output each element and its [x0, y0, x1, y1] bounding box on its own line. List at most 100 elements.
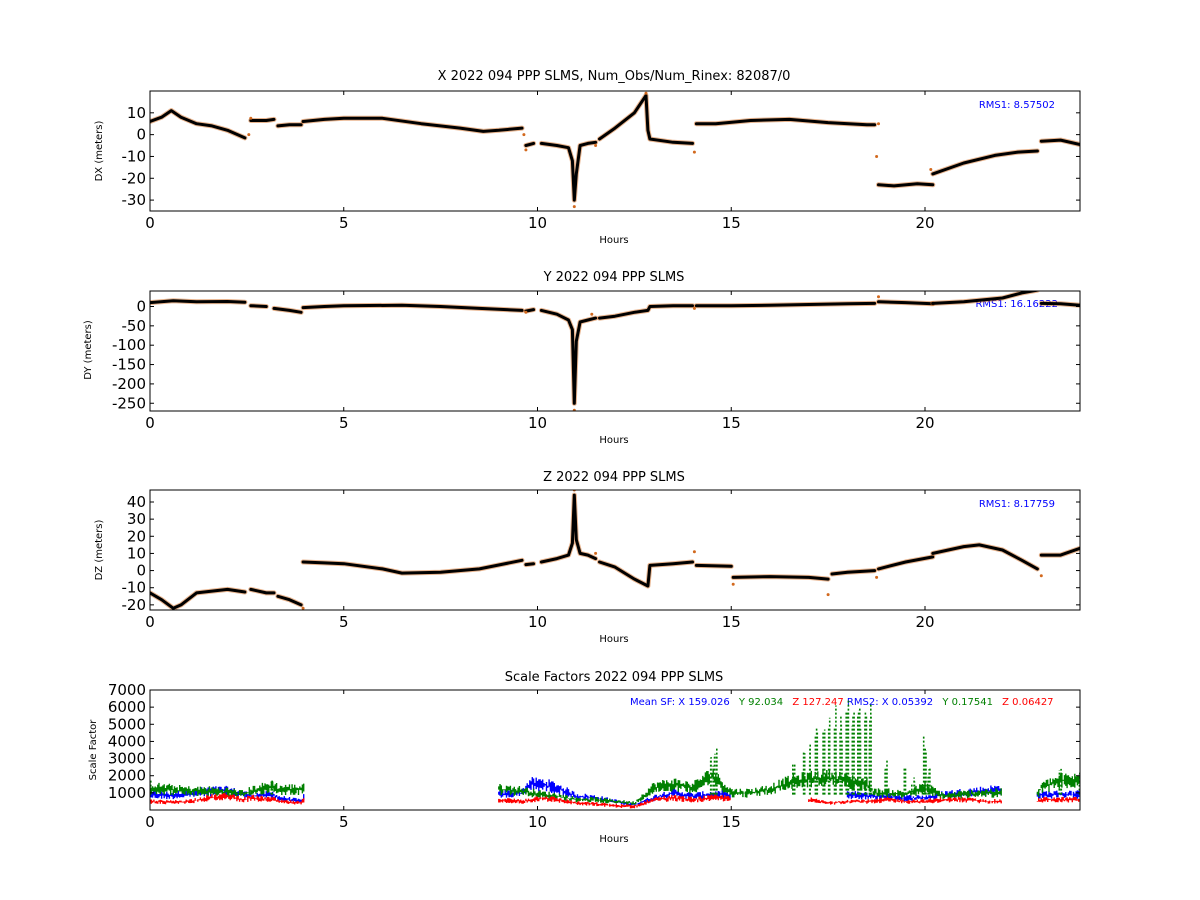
- dz-outlier-point: [731, 582, 735, 586]
- dz-series-segment: [249, 587, 276, 595]
- dy-series-segment: [1039, 301, 1080, 307]
- dy-axes-frame: [149, 290, 1081, 412]
- dz-ytick-label: -20: [122, 596, 147, 614]
- dz-outlier-point: [594, 551, 598, 555]
- dy-xtick-label: 10: [528, 414, 547, 432]
- dz-axes-frame: [149, 489, 1081, 611]
- sf-rms2-y: Y 0.17541: [941, 697, 993, 708]
- dz-series-segment: [931, 543, 1039, 571]
- dy-outlier-point: [524, 310, 528, 314]
- dz-xtick-label: 0: [145, 613, 155, 631]
- dz-xtick-label: 5: [339, 613, 349, 631]
- dx-series-segment: [524, 141, 536, 147]
- sf-series-z-band: [150, 793, 1080, 809]
- sf-xtick-label: 0: [145, 813, 155, 831]
- dx-series-segment: [598, 93, 694, 145]
- dz-ytick-label: 30: [127, 510, 146, 528]
- sf-mean-z: Z 127.247: [792, 697, 843, 708]
- dy-xtick-label: 5: [339, 414, 349, 432]
- subplot-dx-title: X 2022 094 PPP SLMS, Num_Obs/Num_Rinex: …: [438, 69, 791, 84]
- dx-outlier-point: [875, 155, 879, 158]
- dx-data-layer: [150, 91, 1080, 209]
- dx-outlier-point: [877, 122, 880, 126]
- dz-series-segment: [276, 594, 303, 607]
- dx-outlier-point: [247, 133, 251, 137]
- dx-series-segment: [877, 182, 935, 188]
- dy-series-segment: [694, 301, 877, 308]
- dx-series-segment: [301, 116, 524, 133]
- dz-ytick-label: 20: [127, 527, 146, 545]
- dz-outlier-point: [301, 606, 305, 610]
- sf-ytick-label: 2000: [108, 767, 146, 785]
- sf-axes-frame: [149, 689, 1081, 811]
- dx-series-segment: [1039, 138, 1080, 146]
- subplot-dy-rms-annotation: RMS1: 16.16222: [975, 299, 1058, 310]
- dy-series-segment: [249, 304, 268, 308]
- dy-outlier-point: [590, 312, 594, 316]
- dz-ytick-label: 10: [127, 544, 146, 562]
- dz-xtick-label: 15: [722, 613, 741, 631]
- dy-data-layer: [150, 291, 1080, 411]
- dy-xtick-label: 15: [722, 414, 741, 432]
- subplot-dy-xlabel: Hours: [599, 435, 628, 446]
- dx-outlier-point: [594, 144, 598, 147]
- dz-data-layer: [150, 490, 1080, 610]
- dx-xtick-label: 15: [722, 214, 741, 232]
- dy-ytick-label: -250: [112, 394, 146, 412]
- sf-ytick-label: 6000: [108, 698, 146, 716]
- dy-outlier-point: [692, 306, 696, 310]
- sf-ytick-label: 7000: [108, 681, 146, 699]
- dy-ytick-label: 0: [136, 297, 146, 315]
- subplot-dx: X 2022 094 PPP SLMS, Num_Obs/Num_Rinex: …: [94, 69, 1081, 246]
- dz-ytick-label: 0: [136, 562, 146, 580]
- dy-series-segment: [539, 308, 598, 405]
- dy-ytick-label: -100: [112, 336, 146, 354]
- subplot-dy-title: Y 2022 094 PPP SLMS: [543, 270, 685, 285]
- dz-series-segment: [694, 563, 733, 568]
- dz-outlier-point: [692, 550, 696, 554]
- dx-outlier-point: [692, 150, 696, 154]
- dy-ytick-label: -50: [122, 317, 147, 335]
- subplot-sf-ylabel: Scale Factor: [88, 719, 99, 781]
- subplot-dy-ylabel: DY (meters): [83, 320, 94, 380]
- dx-xtick-label: 10: [528, 214, 547, 232]
- dy-outlier-point: [572, 408, 576, 411]
- subplot-dx-xlabel: Hours: [599, 235, 628, 246]
- dx-outlier-point: [524, 148, 528, 152]
- dz-series-segment: [539, 493, 598, 564]
- sf-ytick-label: 5000: [108, 715, 146, 733]
- subplot-dx-ylabel: DX (meters): [94, 120, 105, 181]
- dz-series-segment: [1039, 546, 1080, 557]
- sf-xtick-label: 20: [915, 813, 934, 831]
- subplot-dz-ylabel: DZ (meters): [94, 519, 105, 580]
- dy-series-segment: [931, 291, 1039, 305]
- subplot-dz-xlabel: Hours: [599, 634, 628, 645]
- sf-ytick-label: 1000: [108, 784, 146, 802]
- dz-series-segment: [301, 558, 524, 575]
- dx-series-segment: [931, 149, 1039, 176]
- sf-ytick-label: 4000: [108, 732, 146, 750]
- sf-ytick-label: 3000: [108, 750, 146, 768]
- dx-ytick-label: 0: [136, 126, 146, 144]
- dy-series-segment: [272, 306, 303, 314]
- dx-xtick-label: 20: [915, 214, 934, 232]
- dx-outlier-point: [249, 116, 253, 120]
- dx-xtick-label: 0: [145, 214, 155, 232]
- dz-xtick-label: 20: [915, 613, 934, 631]
- dz-series-segment: [524, 562, 536, 567]
- subplot-dz: Z 2022 094 PPP SLMS Hours DZ (meters) RM…: [94, 470, 1081, 645]
- dx-outlier-point: [572, 205, 576, 209]
- sf-mean-x: Mean SF: X 159.026: [630, 697, 730, 708]
- dz-ytick-label: 40: [127, 493, 146, 511]
- subplot-sf-xlabel: Hours: [599, 834, 628, 845]
- dx-ytick-label: -10: [122, 147, 147, 165]
- dy-series-segment: [150, 299, 247, 305]
- dx-series-segment: [694, 117, 877, 127]
- sf-rms2-x: RMS2: X 0.05392: [847, 697, 933, 708]
- subplot-dy: Y 2022 094 PPP SLMS Hours DY (meters) RM…: [83, 270, 1081, 446]
- dz-ytick-label: -10: [122, 579, 147, 597]
- dy-outlier-point: [877, 295, 880, 299]
- dz-outlier-point: [826, 593, 830, 597]
- dx-series-segment: [539, 140, 598, 202]
- dy-series-segment: [301, 303, 524, 312]
